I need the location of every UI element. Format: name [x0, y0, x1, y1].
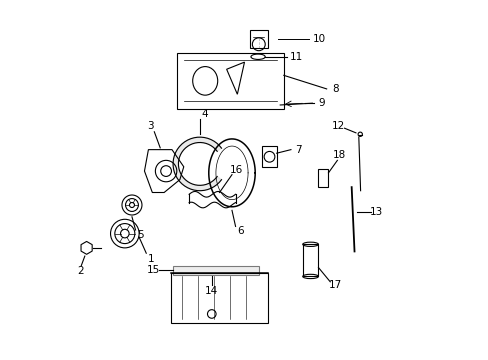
Bar [317, 169, 328, 187]
Bar [171, 273, 267, 323]
Text: 2: 2 [77, 266, 83, 276]
Polygon shape [173, 137, 221, 191]
Bar [262, 146, 276, 167]
Text: 14: 14 [204, 286, 218, 296]
Text: 7: 7 [294, 145, 301, 155]
Bar [176, 53, 283, 109]
Text: 6: 6 [237, 226, 244, 236]
Text: 10: 10 [312, 34, 325, 44]
Text: 5: 5 [137, 230, 144, 240]
Text: 17: 17 [328, 280, 342, 291]
Text: 16: 16 [229, 165, 243, 175]
Text: 12: 12 [331, 121, 344, 131]
Text: 3: 3 [147, 121, 153, 131]
Text: 13: 13 [369, 207, 383, 217]
Text: 9: 9 [317, 98, 324, 108]
Text: 8: 8 [332, 84, 338, 94]
Text: 4: 4 [202, 109, 208, 119]
Text: 15: 15 [146, 265, 160, 275]
Bar [249, 30, 267, 48]
Bar [302, 244, 318, 276]
Text: 18: 18 [332, 150, 345, 160]
Bar [173, 266, 258, 275]
Text: 11: 11 [289, 52, 302, 62]
Text: 1: 1 [148, 253, 155, 264]
